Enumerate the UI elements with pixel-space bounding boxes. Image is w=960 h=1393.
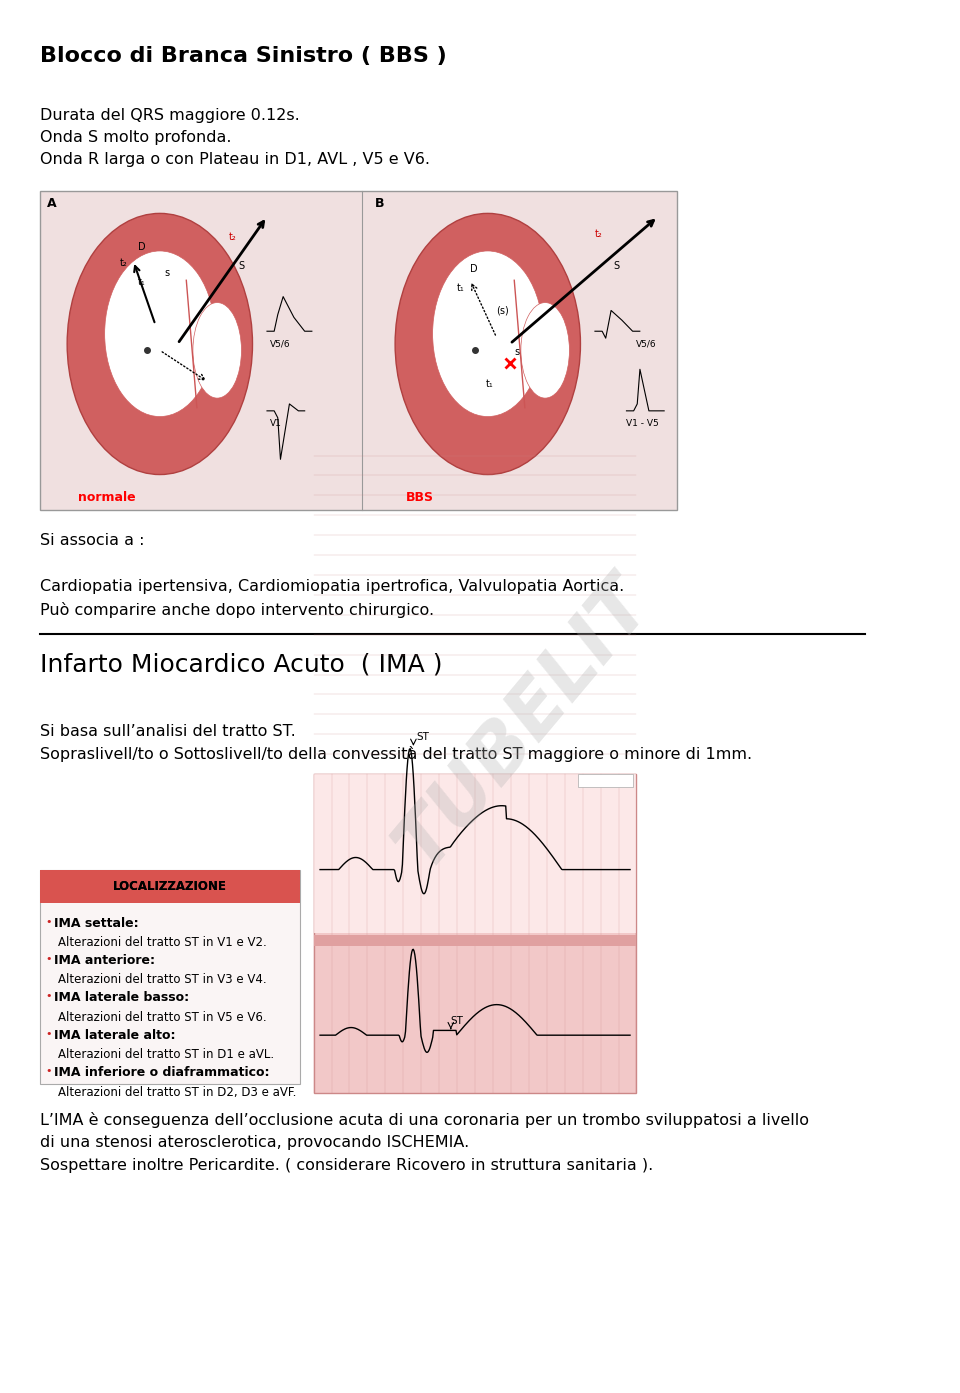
- Text: t₁: t₁: [486, 379, 493, 389]
- Ellipse shape: [193, 302, 242, 398]
- Text: t₂: t₂: [229, 233, 237, 242]
- Text: Può comparire anche dopo intervento chirurgico.: Può comparire anche dopo intervento chir…: [40, 602, 434, 618]
- Text: IMA laterale basso:: IMA laterale basso:: [55, 992, 189, 1004]
- Text: V1: V1: [270, 419, 282, 428]
- Text: t₂: t₂: [595, 230, 603, 240]
- FancyBboxPatch shape: [40, 869, 300, 903]
- Text: (s): (s): [496, 306, 510, 316]
- Text: D: D: [470, 263, 478, 274]
- Text: IMA anteriore:: IMA anteriore:: [55, 954, 156, 967]
- Text: B: B: [375, 196, 385, 209]
- FancyBboxPatch shape: [578, 775, 634, 787]
- FancyBboxPatch shape: [314, 775, 636, 1092]
- Text: Onda S molto profonda.: Onda S molto profonda.: [40, 130, 231, 145]
- Text: s: s: [515, 347, 519, 357]
- Text: Durata del QRS maggiore 0.12s.: Durata del QRS maggiore 0.12s.: [40, 109, 300, 123]
- Text: LOCALIZZAZIONE: LOCALIZZAZIONE: [113, 880, 227, 893]
- Text: •: •: [45, 917, 52, 926]
- Text: Sopraslivell/to o Sottoslivell/to della convessità del tratto ST maggiore o mino: Sopraslivell/to o Sottoslivell/to della …: [40, 747, 753, 762]
- Text: normale: normale: [78, 490, 135, 504]
- FancyBboxPatch shape: [40, 869, 300, 1084]
- Text: D: D: [138, 242, 145, 252]
- Text: Cardiopatia ipertensiva, Cardiomiopatia ipertrofica, Valvulopatia Aortica.: Cardiopatia ipertensiva, Cardiomiopatia …: [40, 579, 624, 593]
- FancyBboxPatch shape: [314, 775, 636, 933]
- Text: di una stenosi aterosclerotica, provocando ISCHEMIA.: di una stenosi aterosclerotica, provocan…: [40, 1135, 469, 1151]
- Text: s: s: [164, 267, 169, 277]
- Ellipse shape: [105, 251, 215, 417]
- Text: V5/6: V5/6: [270, 340, 291, 348]
- Text: ST: ST: [417, 733, 429, 742]
- Text: Blocco di Branca Sinistro ( BBS ): Blocco di Branca Sinistro ( BBS ): [40, 46, 446, 65]
- Ellipse shape: [433, 251, 543, 417]
- Text: Si basa sull’analisi del tratto ST.: Si basa sull’analisi del tratto ST.: [40, 724, 296, 740]
- Text: V1 - V5: V1 - V5: [627, 419, 660, 428]
- Text: •: •: [45, 1029, 52, 1039]
- Text: Alterazioni del tratto ST in D1 e aVL.: Alterazioni del tratto ST in D1 e aVL.: [58, 1048, 275, 1061]
- Text: Infarto Miocardico Acuto  ( IMA ): Infarto Miocardico Acuto ( IMA ): [40, 652, 443, 676]
- Text: TUBELIT: TUBELIT: [382, 566, 666, 883]
- Text: Alterazioni del tratto ST in V1 e V2.: Alterazioni del tratto ST in V1 e V2.: [58, 936, 267, 949]
- Text: Sospettare inoltre Pericardite. ( considerare Ricovero in struttura sanitaria ).: Sospettare inoltre Pericardite. ( consid…: [40, 1158, 654, 1173]
- Text: •: •: [45, 954, 52, 964]
- Text: Alterazioni del tratto ST in D2, D3 e aVF.: Alterazioni del tratto ST in D2, D3 e aV…: [58, 1085, 297, 1099]
- FancyBboxPatch shape: [314, 935, 636, 946]
- Ellipse shape: [67, 213, 252, 475]
- Text: t₂: t₂: [120, 258, 128, 267]
- Text: A: A: [47, 196, 57, 209]
- Text: •: •: [45, 992, 52, 1002]
- Text: Alterazioni del tratto ST in V5 e V6.: Alterazioni del tratto ST in V5 e V6.: [58, 1011, 267, 1024]
- FancyBboxPatch shape: [40, 869, 300, 903]
- Text: IMA laterale alto:: IMA laterale alto:: [55, 1029, 176, 1042]
- Text: IMA settale:: IMA settale:: [55, 917, 139, 929]
- Text: S: S: [239, 260, 245, 272]
- Text: t₁: t₁: [138, 277, 146, 287]
- Text: Alterazioni del tratto ST in V3 e V4.: Alterazioni del tratto ST in V3 e V4.: [58, 974, 267, 986]
- Text: ST: ST: [451, 1015, 464, 1025]
- Text: Si associa a :: Si associa a :: [40, 534, 145, 547]
- Text: t₁: t₁: [457, 283, 465, 293]
- Text: LOCALIZZAZIONE: LOCALIZZAZIONE: [113, 880, 227, 893]
- FancyBboxPatch shape: [40, 191, 677, 510]
- Text: •: •: [45, 1066, 52, 1077]
- Text: IMA inferiore o diaframmatico:: IMA inferiore o diaframmatico:: [55, 1066, 270, 1080]
- Ellipse shape: [521, 302, 569, 398]
- Ellipse shape: [396, 213, 581, 475]
- Text: V5/6: V5/6: [636, 340, 657, 348]
- Text: Onda R larga o con Plateau in D1, AVL , V5 e V6.: Onda R larga o con Plateau in D1, AVL , …: [40, 152, 430, 167]
- Text: L’IMA è conseguenza dell’occlusione acuta di una coronaria per un trombo svilupp: L’IMA è conseguenza dell’occlusione acut…: [40, 1112, 809, 1128]
- Text: BBS: BBS: [406, 490, 434, 504]
- Text: S: S: [613, 260, 620, 272]
